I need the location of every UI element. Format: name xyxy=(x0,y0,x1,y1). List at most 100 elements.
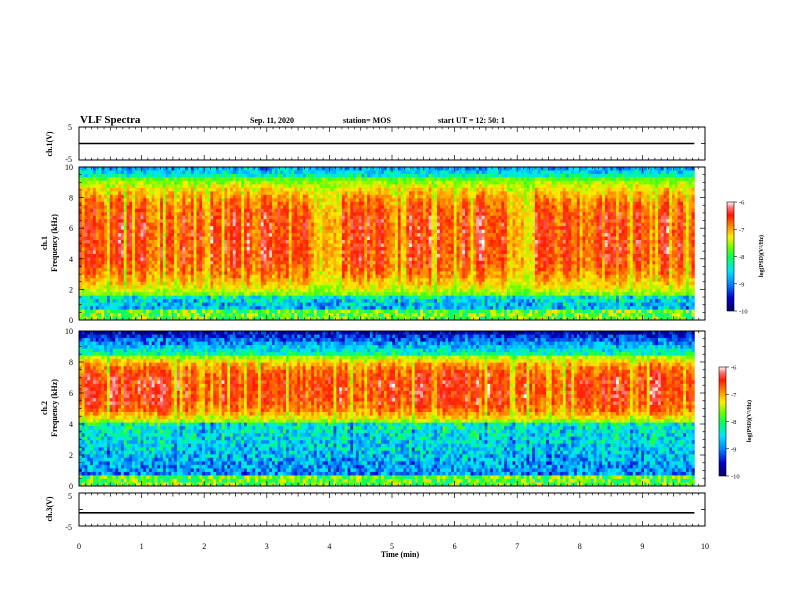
spectrogram-cell xyxy=(238,226,242,230)
spectrogram-cell xyxy=(319,302,323,307)
spectrogram-cell xyxy=(255,246,259,251)
spectrogram-cell xyxy=(249,285,253,290)
spectrogram-cell xyxy=(361,226,365,230)
spectrogram-cell xyxy=(258,250,262,255)
spectrogram-cell xyxy=(272,313,276,317)
spectrogram-cell xyxy=(123,208,127,213)
spectrogram-cell xyxy=(350,243,354,248)
spectrogram-cell xyxy=(350,246,354,251)
spectrogram-cell xyxy=(364,309,368,314)
spectrogram-cell xyxy=(230,201,234,206)
spectrogram-cell xyxy=(179,243,183,248)
spectrogram-cell xyxy=(224,278,228,283)
spectrogram-cell xyxy=(325,180,329,185)
spectrogram-cell xyxy=(252,201,256,206)
spectrogram-cell xyxy=(101,295,105,300)
spectrogram-cell xyxy=(341,274,346,279)
spectrogram-cell xyxy=(185,257,189,262)
spectrogram-cell xyxy=(313,201,318,206)
spectrogram-cell xyxy=(294,264,298,269)
spectrogram-cell xyxy=(299,222,304,227)
spectrogram-cell xyxy=(101,212,105,217)
spectrogram-cell xyxy=(196,260,200,265)
spectrogram-cell xyxy=(224,240,228,244)
spectrogram-cell xyxy=(79,177,83,182)
spectrogram-cell xyxy=(325,316,329,321)
spectrogram-cell xyxy=(339,313,343,317)
spectrogram-cell xyxy=(272,292,276,297)
spectrogram-cell xyxy=(160,288,164,293)
spectrogram-cell xyxy=(378,187,382,192)
spectrogram-cell xyxy=(95,271,99,276)
spectrogram-cell xyxy=(238,191,242,196)
spectrogram-cell xyxy=(244,292,248,297)
spectrogram-cell xyxy=(308,288,312,293)
spectrogram-cell xyxy=(90,240,94,244)
spectrogram-cell xyxy=(336,299,340,304)
spectrogram-cell xyxy=(218,278,223,283)
spectrogram-cell xyxy=(280,260,284,265)
spectrogram-cell xyxy=(305,295,309,300)
spectrogram-cell xyxy=(168,201,172,206)
spectrogram-cell xyxy=(347,243,351,248)
spectrogram-cell xyxy=(350,260,354,265)
spectrogram-cell xyxy=(367,173,371,178)
spectrogram-cell xyxy=(179,271,183,276)
spectrogram-cell xyxy=(179,208,183,213)
spectrogram-cell xyxy=(266,306,270,310)
spectrogram-cell xyxy=(344,170,348,175)
spectrogram-cell xyxy=(168,274,172,279)
spectrogram-cell xyxy=(361,278,365,283)
spectrogram-cell xyxy=(235,233,239,237)
spectrogram-cell xyxy=(381,170,385,175)
spectrogram-cell xyxy=(190,274,195,279)
spectrogram-cell xyxy=(280,226,284,230)
spectrogram-cell xyxy=(140,240,144,244)
spectrogram-cell xyxy=(202,229,206,234)
spectrogram-cell xyxy=(291,205,295,210)
spectrogram-cell xyxy=(297,250,301,255)
spectrogram-cell xyxy=(190,180,195,185)
spectrogram-cell xyxy=(235,313,239,317)
spectrogram-cell xyxy=(297,184,301,189)
spectrogram-cell xyxy=(79,257,83,262)
spectrogram-cell xyxy=(294,229,298,234)
spectrogram-cell xyxy=(244,250,248,255)
spectrogram-cell xyxy=(106,285,111,290)
spectrogram-cell xyxy=(109,257,113,262)
spectrogram-cell xyxy=(162,292,167,297)
spectrogram-cell xyxy=(218,198,223,203)
spectrogram-cell xyxy=(84,236,88,241)
spectrogram-cell xyxy=(140,299,144,304)
spectrogram-cell xyxy=(294,316,298,321)
spectrogram-cell xyxy=(224,309,228,314)
spectrogram-cell xyxy=(367,264,371,269)
spectrogram-cell xyxy=(238,184,242,189)
spectrogram-cell xyxy=(235,267,239,272)
spectrogram-cell xyxy=(269,198,273,203)
spectrogram-cell xyxy=(134,233,139,237)
spectrogram-cell xyxy=(101,285,105,290)
spectrogram-cell xyxy=(235,208,239,213)
spectrogram-cell xyxy=(260,240,265,244)
spectrogram-cell xyxy=(283,233,287,237)
spectrogram-cell xyxy=(123,205,127,210)
spectrogram-cell xyxy=(188,278,192,283)
spectrogram-cell xyxy=(375,187,379,192)
spectrogram-cell xyxy=(367,299,371,304)
spectrogram-cell xyxy=(95,285,99,290)
spectrogram-cell xyxy=(143,201,147,206)
spectrogram-cell xyxy=(325,243,329,248)
spectrogram-cell xyxy=(176,243,181,248)
spectrogram-cell xyxy=(84,187,88,192)
spectrogram-cell xyxy=(202,292,206,297)
spectrogram-cell xyxy=(285,233,290,237)
spectrogram-cell xyxy=(218,299,223,304)
spectrogram-cell xyxy=(350,253,354,258)
spectrogram-cell xyxy=(185,194,189,199)
spectrogram-cell xyxy=(339,236,343,241)
spectrogram-cell xyxy=(182,285,186,290)
spectrogram-cell xyxy=(358,264,362,269)
spectrogram-cell xyxy=(369,187,374,192)
spectrogram-cell xyxy=(241,313,245,317)
